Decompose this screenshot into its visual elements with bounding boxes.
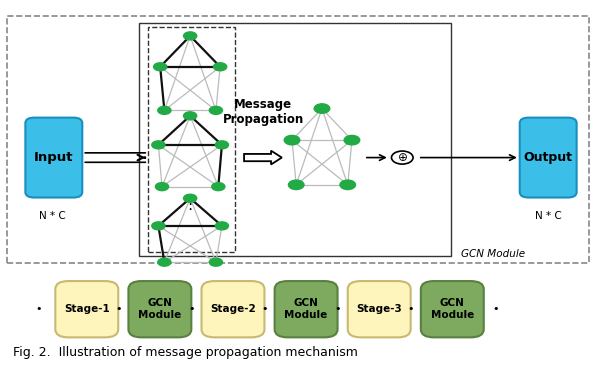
Text: GCN
Module: GCN Module bbox=[285, 298, 327, 320]
Text: •: • bbox=[188, 304, 194, 314]
Text: Stage-3: Stage-3 bbox=[356, 304, 402, 314]
Text: •: • bbox=[492, 304, 499, 314]
FancyBboxPatch shape bbox=[128, 281, 191, 337]
Circle shape bbox=[344, 135, 360, 145]
Circle shape bbox=[152, 141, 165, 149]
FancyBboxPatch shape bbox=[275, 281, 338, 337]
Circle shape bbox=[209, 107, 223, 114]
Text: •: • bbox=[36, 304, 42, 314]
Circle shape bbox=[154, 63, 167, 71]
Circle shape bbox=[184, 112, 197, 120]
Circle shape bbox=[288, 180, 304, 190]
Text: •: • bbox=[261, 304, 268, 314]
Text: GCN Module: GCN Module bbox=[461, 249, 525, 259]
Circle shape bbox=[155, 183, 169, 191]
Circle shape bbox=[340, 180, 356, 190]
Text: ⋮: ⋮ bbox=[182, 197, 198, 212]
Text: Fig. 2.  Illustration of message propagation mechanism: Fig. 2. Illustration of message propagat… bbox=[13, 346, 358, 359]
Circle shape bbox=[152, 222, 165, 230]
Text: •: • bbox=[334, 304, 341, 314]
Circle shape bbox=[284, 135, 300, 145]
Text: Output: Output bbox=[524, 151, 573, 164]
Text: $\oplus$: $\oplus$ bbox=[397, 151, 408, 164]
Text: GCN
Module: GCN Module bbox=[138, 298, 182, 320]
Text: Input: Input bbox=[34, 151, 73, 164]
Circle shape bbox=[212, 183, 225, 191]
FancyBboxPatch shape bbox=[202, 281, 264, 337]
Text: •: • bbox=[115, 304, 122, 314]
Text: Stage-2: Stage-2 bbox=[210, 304, 256, 314]
Text: •: • bbox=[408, 304, 414, 314]
Circle shape bbox=[216, 222, 229, 230]
Circle shape bbox=[158, 258, 171, 266]
Circle shape bbox=[184, 32, 197, 40]
Circle shape bbox=[216, 141, 229, 149]
Bar bbox=[7, 16, 589, 263]
FancyBboxPatch shape bbox=[520, 117, 577, 198]
FancyBboxPatch shape bbox=[348, 281, 411, 337]
Text: GCN
Module: GCN Module bbox=[430, 298, 474, 320]
FancyBboxPatch shape bbox=[421, 281, 484, 337]
Text: Message
Propagation: Message Propagation bbox=[223, 98, 304, 126]
Text: N * C: N * C bbox=[39, 211, 66, 221]
Bar bbox=[139, 23, 451, 255]
FancyBboxPatch shape bbox=[55, 281, 118, 337]
FancyArrow shape bbox=[244, 151, 282, 164]
Circle shape bbox=[214, 63, 227, 71]
Circle shape bbox=[184, 194, 197, 202]
FancyBboxPatch shape bbox=[25, 117, 82, 198]
Circle shape bbox=[158, 107, 171, 114]
Circle shape bbox=[209, 258, 223, 266]
Bar bbox=[148, 27, 235, 252]
Circle shape bbox=[314, 104, 330, 113]
Text: Stage-1: Stage-1 bbox=[64, 304, 110, 314]
Text: N * C: N * C bbox=[535, 211, 562, 221]
